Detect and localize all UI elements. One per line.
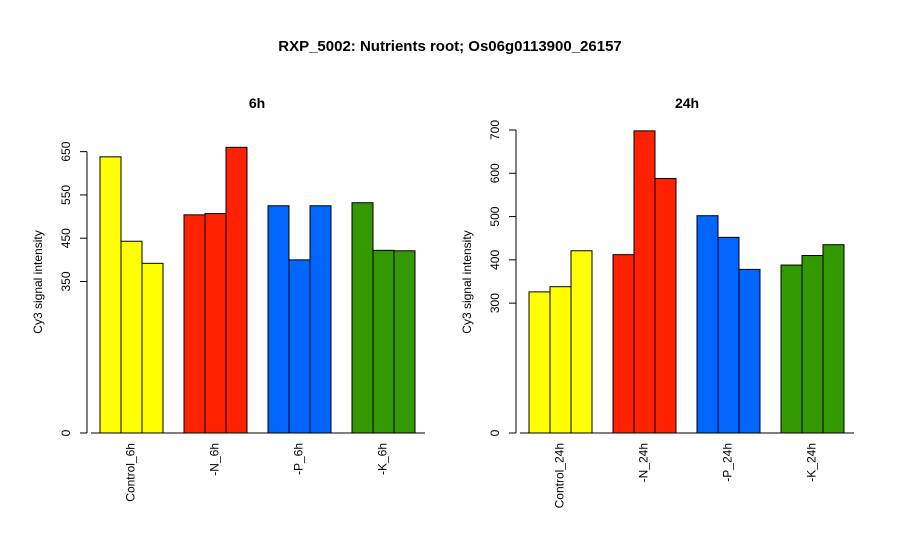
x-group-label: -P_24h	[721, 443, 735, 482]
y-tick-label: 300	[488, 293, 502, 313]
y-tick-label: 500	[488, 206, 502, 226]
bar-Control_24h-3	[570, 250, 593, 434]
panel-title: 6h	[249, 95, 265, 111]
bar--P_24h-2	[717, 236, 740, 434]
bar--N_24h-2	[633, 130, 656, 434]
bar--K_6h-3	[393, 250, 416, 434]
bar-Control_24h-2	[549, 286, 572, 434]
bar--N_6h-3	[225, 146, 248, 434]
bar--K_24h-2	[801, 255, 824, 434]
y-tick-label: 700	[488, 120, 502, 140]
y-tick-label: 0	[488, 429, 502, 436]
bar--P_6h-2	[288, 259, 311, 434]
y-axis-label: Cy3 signal intensity	[460, 230, 474, 333]
panel-title: 24h	[675, 95, 699, 111]
y-tick-label: 600	[488, 163, 502, 183]
y-tick-label: 400	[488, 250, 502, 270]
bar--P_24h-1	[696, 215, 719, 434]
bar--K_24h-3	[822, 244, 845, 434]
y-tick-label: 550	[59, 185, 73, 205]
x-group-label: Control_24h	[553, 443, 567, 508]
x-group-label: -K_24h	[805, 443, 819, 482]
y-tick-label: 350	[59, 271, 73, 291]
y-tick-label: 450	[59, 228, 73, 248]
y-tick-label: 0	[59, 429, 73, 436]
x-group-label: Control_6h	[124, 443, 138, 502]
bar--N_6h-1	[183, 214, 206, 434]
bar--K_6h-1	[351, 202, 374, 434]
bar--P_24h-3	[738, 268, 761, 434]
bar--N_6h-2	[204, 213, 227, 434]
bar-Control_24h-1	[528, 291, 551, 434]
bar-Control_6h-3	[141, 262, 164, 434]
bar--K_24h-1	[780, 264, 803, 434]
x-group-label: -P_6h	[292, 443, 306, 475]
bar--P_6h-1	[267, 205, 290, 434]
bar--P_6h-3	[309, 205, 332, 434]
y-tick-label: 650	[59, 141, 73, 161]
bar-Control_6h-1	[99, 156, 122, 434]
x-group-label: -N_24h	[637, 443, 651, 482]
bar--N_24h-1	[612, 254, 635, 434]
bar--K_6h-2	[372, 249, 395, 434]
y-axis-label: Cy3 signal intensity	[31, 230, 45, 333]
main-title: RXP_5002: Nutrients root; Os06g0113900_2…	[278, 38, 622, 55]
bar--N_24h-3	[654, 177, 677, 434]
bar-Control_6h-2	[120, 240, 143, 434]
x-group-label: -N_6h	[208, 443, 222, 476]
x-group-label: -K_6h	[376, 443, 390, 475]
